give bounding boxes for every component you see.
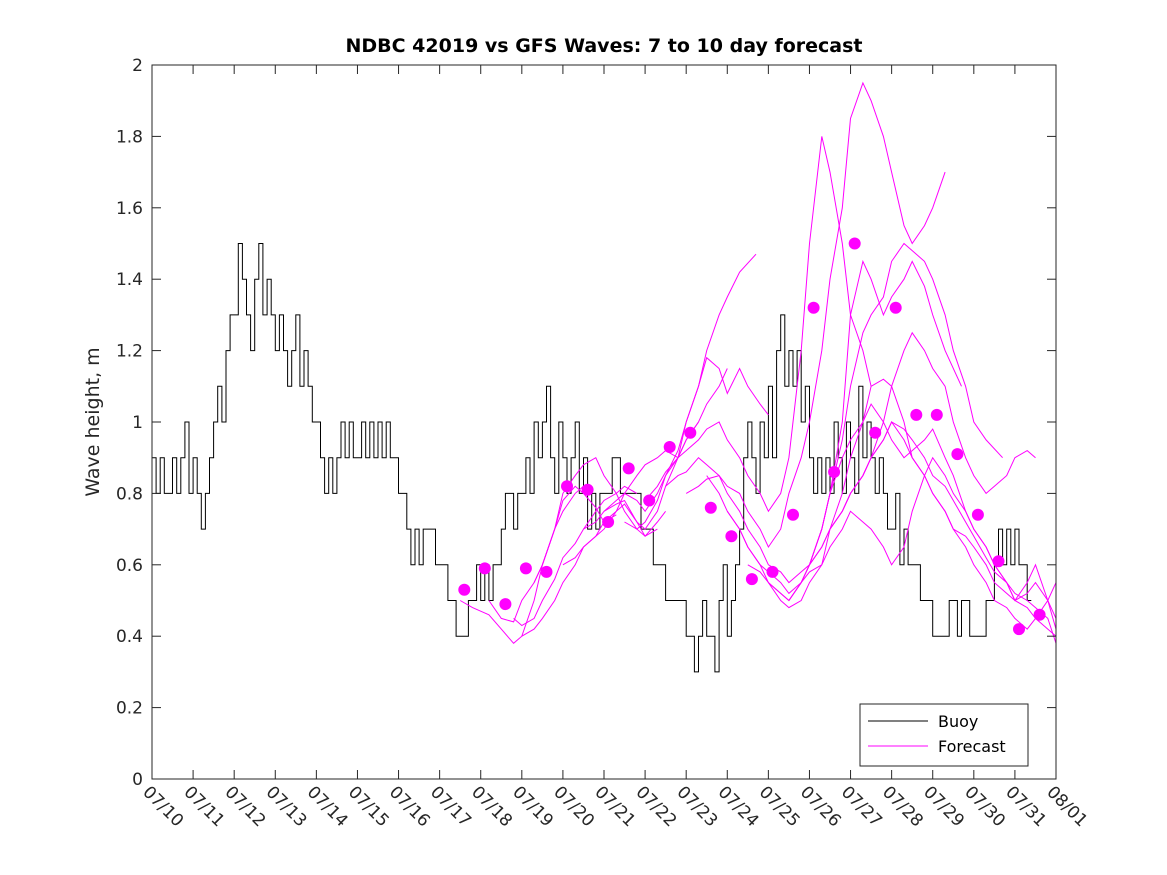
chart-title: NDBC 42019 vs GFS Waves: 7 to 10 day for… [345,35,862,57]
y-tick-label-4: 0.8 [116,484,143,504]
forecast-marker-14 [745,573,758,586]
forecast-series-line-5 [533,456,666,583]
forecast-series-line-6 [562,421,699,566]
forecast-marker-15 [766,565,779,578]
forecast-marker-3 [519,562,532,575]
buoy-series-line [152,243,1032,673]
forecast-marker-17 [807,301,820,314]
forecast-series-line-7 [583,368,728,530]
forecast-marker-18 [828,466,841,478]
forecast-series-line-11 [665,81,946,549]
y-tick-label-2: 0.4 [116,627,143,647]
forecast-marker-26 [992,555,1005,568]
legend: Buoy Forecast [859,703,1029,767]
y-tick-label-5: 1 [132,413,143,433]
legend-label-forecast: Forecast [938,737,1006,756]
forecast-marker-13 [725,530,738,543]
forecast-marker-2 [499,598,512,611]
forecast-marker-6 [581,483,594,496]
legend-box [859,703,1029,767]
forecast-marker-12 [704,501,717,514]
y-tick-label-9: 1.8 [116,127,143,147]
forecast-marker-25 [971,508,984,521]
forecast-marker-5 [561,480,573,493]
forecast-marker-7 [602,516,615,528]
forecast-marker-10 [663,441,676,453]
forecast-marker-1 [478,562,491,575]
forecast-marker-21 [889,301,902,314]
forecast-marker-24 [951,448,964,461]
y-tick-label-0: 0 [132,770,143,790]
y-tick-label-6: 1.2 [116,342,143,362]
legend-label-buoy: Buoy [938,712,978,731]
series-layer [152,81,1057,673]
forecast-marker-16 [787,508,799,521]
forecast-marker-19 [848,237,861,250]
forecast-marker-28 [1033,608,1046,621]
forecast-marker-27 [1013,623,1025,636]
forecast-marker-11 [684,426,697,439]
forecast-series-line-15 [747,378,1057,630]
y-tick-label-10: 2 [132,56,143,76]
forecast-series-line-19 [829,421,1057,644]
forecast-series-line-10 [644,136,872,513]
forecast-marker-0 [458,583,471,596]
forecast-marker-9 [643,494,656,507]
y-tick-label-3: 0.6 [116,556,143,576]
y-tick-label-7: 1.4 [116,270,143,290]
plot-area [152,65,1056,779]
y-tick-label-1: 0.2 [116,699,143,719]
forecast-marker-22 [910,408,923,421]
forecast-marker-20 [869,426,882,439]
forecast-marker-4 [540,565,553,578]
y-tick-label-8: 1.6 [116,199,143,219]
forecast-series-line-9 [624,356,769,530]
forecast-marker-8 [622,462,635,475]
forecast-marker-23 [930,408,943,421]
y-axis-label: Wave height, m [82,347,104,496]
marker-layer [458,237,1046,636]
